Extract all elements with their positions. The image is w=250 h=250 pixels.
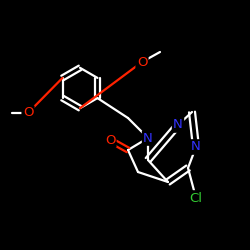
Text: O: O [23, 106, 33, 120]
Text: N: N [191, 140, 201, 153]
Text: N: N [143, 132, 153, 144]
Text: O: O [137, 56, 147, 68]
Text: O: O [105, 134, 115, 146]
Text: N: N [173, 118, 183, 132]
Text: Cl: Cl [190, 192, 202, 204]
